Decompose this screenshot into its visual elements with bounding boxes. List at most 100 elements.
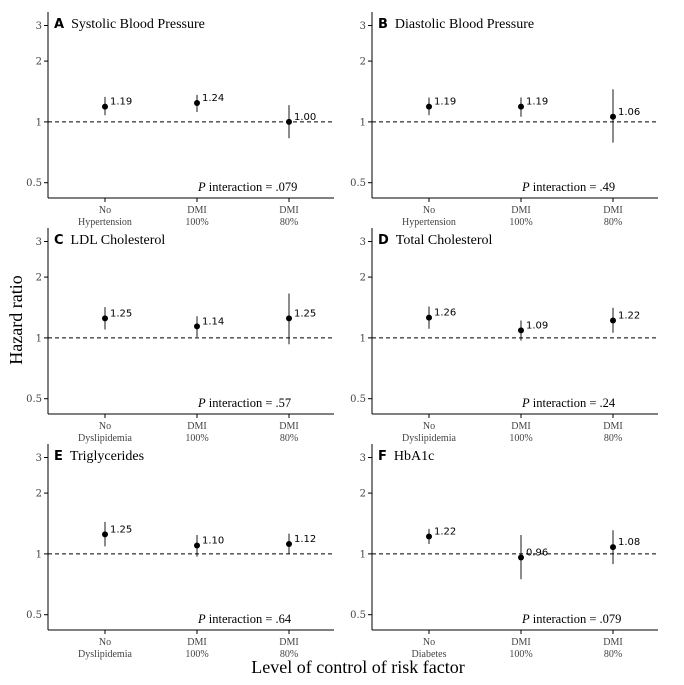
panel-title-text: Diastolic Blood Pressure [395, 17, 534, 32]
x-tick-label: DMI [187, 421, 206, 432]
point-estimate [194, 542, 200, 549]
x-tick-label: Hypertension [402, 217, 456, 228]
p-value-text: interaction = .079 [530, 612, 622, 626]
x-tick-label: No [99, 421, 111, 432]
y-tick-label: 2 [36, 57, 42, 68]
point-estimate [194, 323, 200, 330]
x-tick-label: Dyslipidemia [402, 433, 456, 444]
x-tick-label: DMI [511, 637, 530, 648]
panel-title-text: Systolic Blood Pressure [71, 17, 205, 32]
y-tick-label: 0.5 [350, 394, 366, 405]
p-value-text: interaction = .079 [206, 180, 298, 194]
point-estimate [102, 103, 108, 110]
y-tick-label: 1 [36, 333, 42, 344]
x-tick-label: 100% [185, 433, 208, 444]
point-estimate [102, 315, 108, 322]
y-tick-label: 1 [360, 333, 366, 344]
y-tick-label: 2 [36, 273, 42, 284]
panel-title: B Diastolic Blood Pressure [378, 17, 534, 32]
x-tick-label: DMI [279, 205, 298, 216]
data-label: 1.08 [618, 537, 640, 548]
y-tick-label: 0.5 [350, 610, 366, 621]
data-label: 1.14 [202, 316, 224, 327]
panel-letter: C [54, 233, 64, 248]
x-tick-label: DMI [603, 205, 622, 216]
data-label: 1.19 [434, 97, 456, 108]
p-symbol: P [197, 612, 206, 626]
point-estimate [286, 118, 292, 125]
data-label: 1.22 [434, 526, 456, 537]
point-estimate [286, 315, 292, 322]
point-estimate [286, 540, 292, 547]
panel-letter: F [378, 449, 387, 464]
x-tick-label: 100% [509, 217, 532, 228]
panel-b: 0.5 1 2 3 B Diastolic Blood Pressure NoHyperte… [350, 12, 658, 228]
p-symbol: P [521, 396, 530, 410]
point-estimate [610, 544, 616, 551]
data-label: 1.25 [110, 524, 132, 535]
x-tick-label: 80% [280, 649, 298, 660]
y-tick-label: 1 [360, 549, 366, 560]
p-value-text: interaction = .57 [206, 396, 292, 410]
panel-title: A Systolic Blood Pressure [54, 17, 205, 32]
p-interaction-annotation: P interaction = .64 [197, 612, 292, 626]
point-estimate [426, 314, 432, 321]
y-tick-label: 3 [360, 21, 366, 32]
y-tick-label: 1 [36, 117, 42, 128]
x-tick-label: 80% [604, 433, 622, 444]
x-tick-label: 100% [509, 649, 532, 660]
x-tick-label: Dyslipidemia [78, 649, 132, 660]
x-tick-label: DMI [603, 637, 622, 648]
x-tick-label: 100% [509, 433, 532, 444]
point-estimate [518, 327, 524, 334]
panel-letter: D [378, 233, 389, 248]
x-tick-label: No [423, 637, 435, 648]
x-tick-label: 80% [604, 649, 622, 660]
data-label: 1.24 [202, 93, 224, 104]
panel-letter: E [54, 449, 63, 464]
y-tick-label: 3 [360, 453, 366, 464]
x-tick-label: 80% [604, 217, 622, 228]
x-tick-label: Diabetes [412, 649, 447, 660]
point-estimate [194, 100, 200, 107]
x-tick-label: DMI [511, 205, 530, 216]
x-tick-label: DMI [187, 637, 206, 648]
x-tick-label: Dyslipidemia [78, 433, 132, 444]
y-tick-label: 3 [36, 453, 42, 464]
point-estimate [102, 531, 108, 538]
x-tick-label: DMI [603, 421, 622, 432]
panel-letter: A [54, 17, 64, 32]
point-estimate [518, 103, 524, 110]
p-interaction-annotation: P interaction = .24 [521, 396, 616, 410]
x-tick-label: 100% [185, 649, 208, 660]
panel-letter: B [378, 17, 388, 32]
figure-xlabel: Level of control of risk factor [251, 657, 464, 677]
x-tick-label: 100% [185, 217, 208, 228]
panel-a: 0.5 1 2 3 A Systolic Blood Pressure NoHyperten… [26, 12, 334, 228]
data-label: 1.22 [618, 310, 640, 321]
y-tick-label: 2 [360, 489, 366, 500]
y-tick-label: 1 [360, 117, 366, 128]
y-tick-label: 0.5 [26, 610, 42, 621]
y-tick-label: 2 [36, 489, 42, 500]
y-tick-label: 0.5 [26, 394, 42, 405]
data-label: 1.19 [526, 97, 548, 108]
panel-title: E Triglycerides [54, 449, 144, 464]
x-tick-label: Hypertension [78, 217, 132, 228]
y-tick-label: 1 [36, 549, 42, 560]
p-symbol: P [521, 612, 530, 626]
p-value-text: interaction = .64 [206, 612, 292, 626]
p-interaction-annotation: P interaction = .57 [197, 396, 291, 410]
data-label: 1.12 [294, 534, 316, 545]
p-interaction-annotation: P interaction = .079 [197, 180, 297, 194]
y-tick-label: 3 [36, 237, 42, 248]
point-estimate [426, 103, 432, 110]
data-label: 1.09 [526, 320, 548, 331]
y-tick-label: 0.5 [26, 178, 42, 189]
data-label: 1.19 [110, 97, 132, 108]
